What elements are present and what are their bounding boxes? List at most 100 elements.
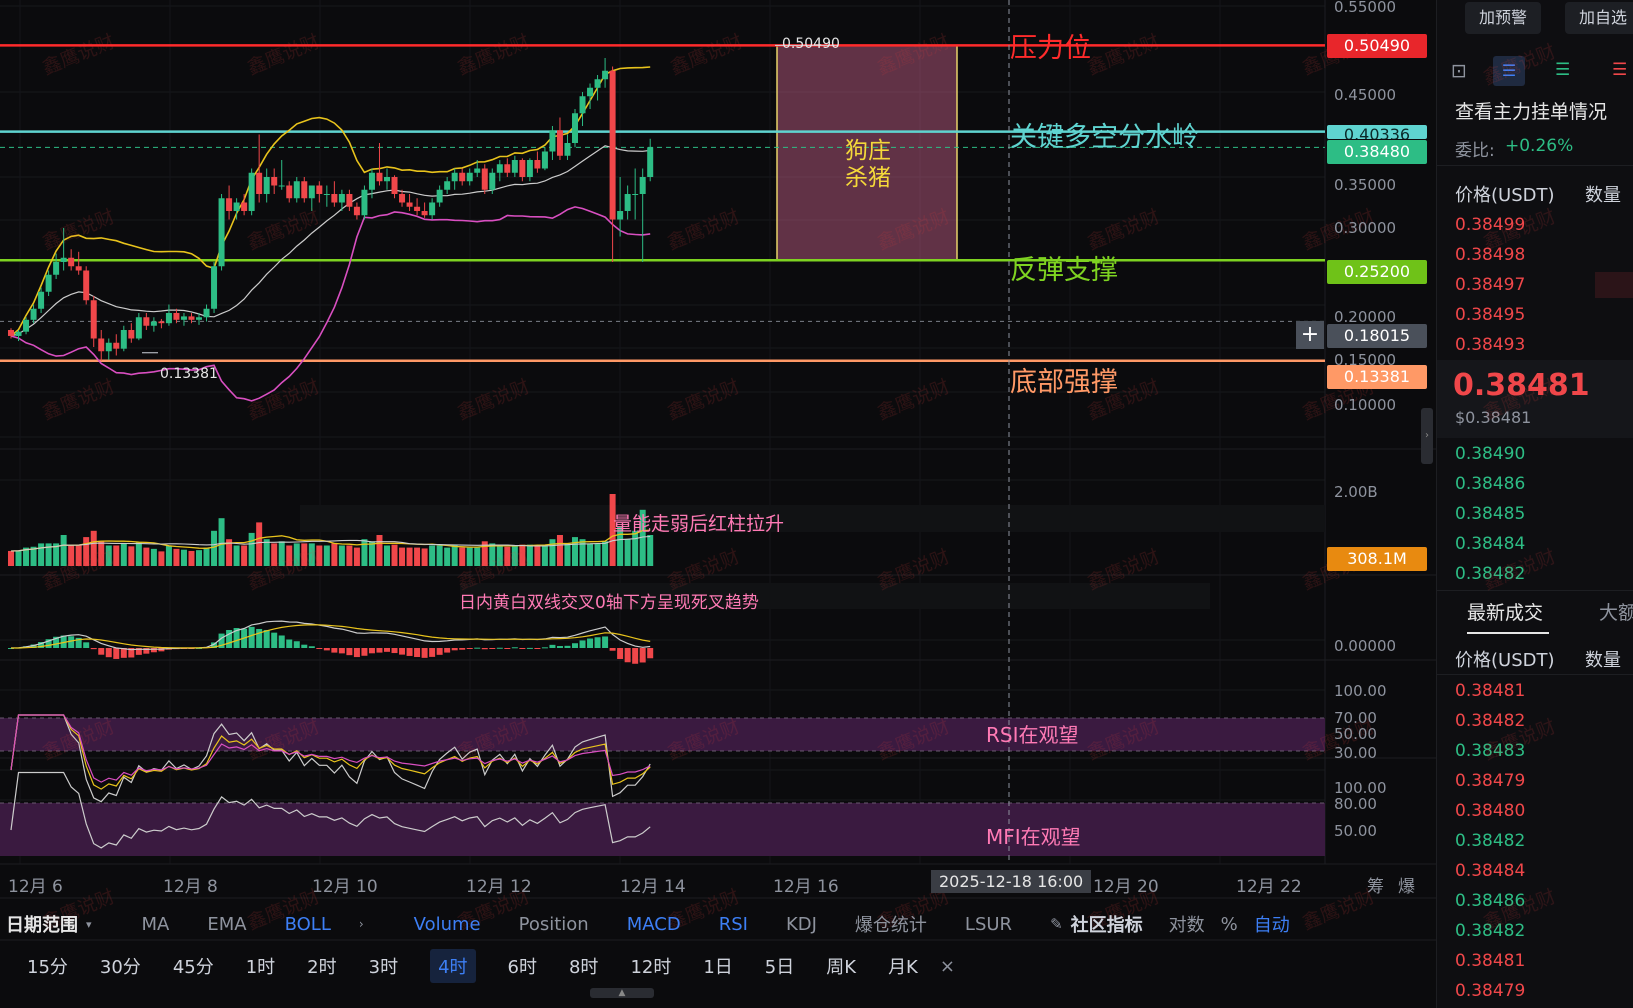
candle-body (323, 194, 330, 195)
candle-body (444, 181, 451, 190)
candle-body (579, 96, 586, 114)
date-label: 12月 22 (1236, 877, 1302, 897)
tab-large-trades[interactable]: 大额 (1599, 602, 1633, 624)
indicator-volume[interactable]: Volume (413, 913, 481, 935)
price-column-header: 价格(USDT) (1455, 185, 1555, 206)
add-alert-plus-icon[interactable]: + (1296, 321, 1324, 349)
price-chart-svg[interactable] (0, 0, 1436, 1008)
candle-body (391, 177, 398, 194)
chart-area[interactable]: 鑫鹰说财 鑫鹰说财 鑫鹰说财 鑫鹰说财 鑫鹰说财 鑫鹰说财 鑫鹰说财 鑫鹰说财 鑫鹰说财 鑫鹰说财… (0, 0, 1436, 1008)
chip-distribution-button[interactable]: 筹 (1367, 877, 1384, 897)
indicator-macd[interactable]: MACD (626, 913, 681, 935)
candle-body (211, 266, 218, 309)
volume-bar (338, 545, 345, 566)
indicator-liquidation[interactable]: 爆仓统计 (854, 915, 927, 936)
macd-bar (391, 648, 398, 654)
tf-15m[interactable]: 15分 (27, 957, 68, 978)
tf-5d[interactable]: 5日 (764, 957, 795, 978)
tf-30m[interactable]: 30分 (99, 957, 141, 978)
volume-bar (511, 545, 518, 566)
both-sides-view-icon[interactable]: ☰ (1493, 56, 1525, 86)
bid-row[interactable]: 0.38485 (1455, 504, 1526, 524)
volume-bar (113, 545, 120, 566)
tf-45m[interactable]: 45分 (172, 957, 214, 978)
indicator-rsi[interactable]: RSI (718, 913, 748, 935)
bid-row[interactable]: 0.38484 (1455, 534, 1526, 554)
indicator-ma[interactable]: MA (141, 913, 170, 935)
candle-body (466, 172, 473, 182)
tab-latest-trades[interactable]: 最新成交 (1467, 602, 1544, 624)
ask-row[interactable]: 0.38493 (1455, 335, 1526, 355)
edit-icon[interactable]: ✎ (1050, 915, 1063, 933)
indicator-position[interactable]: Position (518, 913, 589, 935)
book-layout-icon[interactable]: ⊡ (1451, 60, 1467, 82)
tf-1w[interactable]: 周K (826, 957, 857, 978)
trade-row: 0.38482 (1455, 831, 1526, 851)
trade-row: 0.38481 (1455, 951, 1526, 971)
price-axis-label: 0.35000 (1334, 176, 1397, 194)
trade-row: 0.38480 (1455, 801, 1526, 821)
community-indicators-button[interactable]: 社区指标 (1070, 915, 1143, 936)
ask-row[interactable]: 0.38497 (1455, 275, 1526, 295)
macd-bar (338, 648, 345, 654)
candle-body (15, 331, 22, 336)
volume-bar (90, 530, 97, 566)
macd-bar (504, 648, 511, 649)
macd-bar (301, 644, 308, 648)
bid-row[interactable]: 0.38486 (1455, 474, 1526, 494)
chevron-right-icon[interactable]: › (358, 917, 364, 931)
log-scale-toggle[interactable]: 对数 (1168, 915, 1205, 936)
rsi-24-line (10, 714, 651, 783)
trade-row: 0.38479 (1455, 981, 1526, 1001)
indicator-ema[interactable]: EMA (207, 913, 247, 935)
tf-4h[interactable]: 4时 (430, 949, 476, 983)
macd-bar (496, 647, 503, 649)
collapse-sidebar-handle[interactable]: › (1421, 408, 1433, 464)
tf-2h[interactable]: 2时 (307, 957, 337, 978)
resistance-price-tag: 0.50490 (1327, 34, 1427, 58)
candle-body (83, 270, 90, 301)
orderbook-sidebar: 加预警 加自选 ⊡ ☰ ☰ ☰ 查看主力挂单情况 委比: +0.26% 价格(U… (1436, 0, 1633, 1008)
ask-row[interactable]: 0.38495 (1455, 305, 1526, 325)
tf-12h[interactable]: 12时 (630, 957, 672, 978)
indicator-kdj[interactable]: KDJ (785, 913, 817, 935)
candle-body (135, 317, 142, 339)
ratio-label: 委比: (1455, 141, 1495, 161)
macd-bar (632, 648, 639, 664)
indicator-bar: 日期范围 ▾ MA EMA BOLL › Volume Position MAC… (6, 904, 1328, 944)
add-alert-button[interactable]: 加预警 (1465, 2, 1542, 34)
candle-body (331, 194, 338, 203)
ask-row[interactable]: 0.38499 (1455, 215, 1526, 235)
date-range-button[interactable]: 日期范围 (6, 915, 78, 936)
volume-bar (451, 545, 458, 566)
close-icon[interactable]: × (939, 955, 955, 977)
volume-bar (587, 543, 594, 566)
tf-3h[interactable]: 3时 (368, 957, 399, 978)
macd-bar (346, 648, 353, 656)
candle-body (23, 319, 30, 332)
tf-1m[interactable]: 月K (888, 957, 918, 978)
bid-row[interactable]: 0.38490 (1455, 444, 1526, 464)
tf-1h[interactable]: 1时 (245, 957, 276, 978)
bids-view-icon[interactable]: ☰ (1555, 60, 1571, 80)
volume-bar (361, 539, 368, 566)
tf-8h[interactable]: 8时 (568, 957, 599, 978)
expand-toolbar-handle[interactable]: ▲ (590, 988, 654, 998)
bid-row[interactable]: 0.38482 (1455, 564, 1526, 584)
ask-row[interactable]: 0.38498 (1455, 245, 1526, 265)
candle-body (617, 211, 624, 220)
indicator-lsur[interactable]: LSUR (964, 913, 1013, 935)
asks-view-icon[interactable]: ☰ (1612, 60, 1628, 80)
tf-1d[interactable]: 1日 (703, 957, 733, 978)
volume-bar (519, 544, 526, 566)
add-watchlist-button[interactable]: 加自选 (1565, 2, 1633, 34)
volume-bar (75, 544, 82, 566)
auto-scale-toggle[interactable]: 自动 (1253, 915, 1290, 936)
price-axis-label: 0.20000 (1334, 308, 1397, 326)
indicator-boll[interactable]: BOLL (284, 913, 331, 935)
percent-scale-toggle[interactable]: % (1220, 913, 1238, 935)
chevron-down-icon[interactable]: ▾ (86, 917, 92, 931)
liquidation-button[interactable]: 爆 (1398, 877, 1415, 897)
tf-6h[interactable]: 6时 (507, 957, 537, 978)
candle-body (301, 181, 308, 199)
